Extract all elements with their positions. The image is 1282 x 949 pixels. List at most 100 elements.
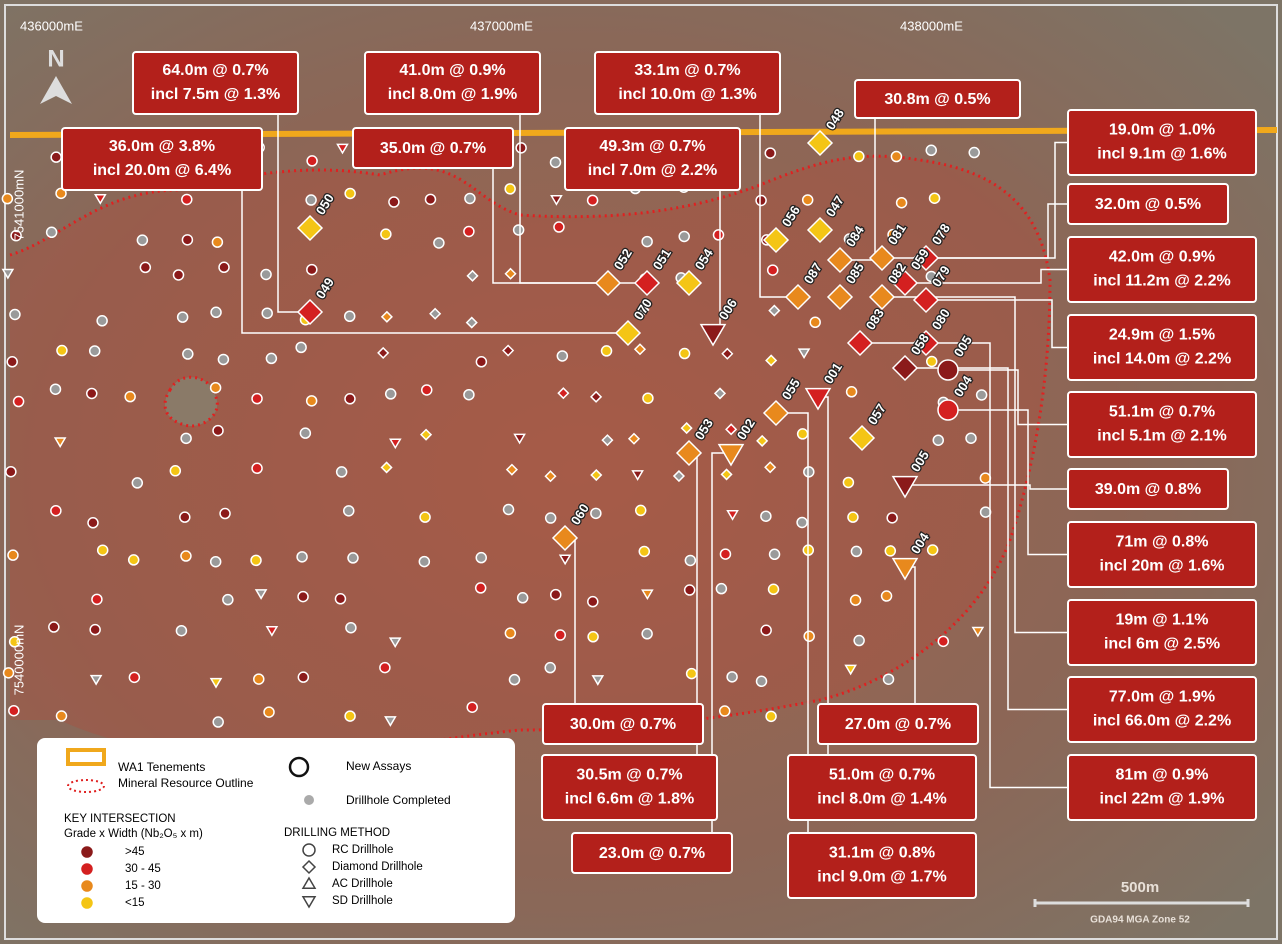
drillhole	[93, 193, 107, 205]
drillhole	[641, 589, 654, 601]
drillhole	[344, 710, 356, 722]
callout-box	[1067, 468, 1229, 510]
drillhole	[209, 555, 222, 568]
drillhole	[384, 716, 397, 727]
callout-text: incl 20m @ 1.6%	[1100, 558, 1225, 575]
callout-text: 41.0m @ 0.9%	[399, 62, 505, 79]
legend-symbol	[81, 880, 93, 892]
legend-heading: DRILLING METHOD	[284, 827, 390, 839]
legend-symbol	[66, 748, 106, 766]
drillhole	[89, 623, 101, 636]
drillhole	[389, 438, 402, 450]
drillhole	[965, 432, 977, 444]
drillhole	[803, 466, 815, 478]
drillhole	[91, 593, 103, 606]
drillhole	[890, 150, 903, 163]
drillhole	[475, 551, 487, 564]
legend-label: Mineral Resource Outline	[118, 776, 254, 790]
drillhole	[755, 194, 767, 207]
callout-text: 39.0m @ 0.8%	[1095, 481, 1201, 498]
scale-bar: 500m GDA94 MGA Zone 52	[1033, 879, 1250, 926]
drillhole	[464, 192, 476, 205]
north-arrow	[40, 76, 72, 104]
leader-line	[948, 409, 1068, 556]
drillhole	[465, 316, 478, 329]
key-hole	[675, 269, 703, 297]
callout-text: incl 10.0m @ 1.3%	[618, 86, 756, 103]
key-hole	[891, 557, 919, 581]
drillhole	[627, 432, 641, 445]
legend-symbol	[302, 843, 316, 857]
drillhole	[379, 661, 391, 674]
drillhole	[218, 261, 230, 274]
legend-label: WA1 Tenements	[118, 760, 205, 774]
drillhole	[726, 671, 738, 683]
drillhole	[590, 468, 603, 482]
key-hole	[784, 283, 812, 311]
drillhole	[809, 316, 821, 328]
drillhole	[550, 195, 563, 206]
legend-symbol	[81, 897, 93, 909]
drillhole	[265, 626, 279, 637]
key-hole	[891, 475, 919, 499]
callout-text: 19.0m @ 1.0%	[1109, 122, 1215, 139]
callout-text: 31.1m @ 0.8%	[829, 845, 935, 862]
drillhole	[634, 504, 647, 517]
leader-line	[241, 190, 628, 334]
drillhole	[210, 306, 222, 319]
legend-label: 15 - 30	[125, 880, 161, 892]
drillhole	[6, 356, 18, 368]
drillhole	[803, 630, 815, 642]
drillhole	[502, 344, 515, 357]
legend-label: >45	[125, 846, 145, 858]
legend-label: 30 - 45	[125, 863, 161, 875]
drillhole	[380, 228, 392, 240]
drillhole	[549, 156, 562, 169]
drillhole	[847, 511, 859, 523]
map-frame	[4, 4, 1278, 940]
key-hole	[891, 354, 919, 382]
key-hole	[846, 329, 874, 357]
drillhole	[96, 544, 109, 556]
drillhole	[306, 155, 318, 167]
drillhole	[637, 303, 650, 316]
drillhole	[219, 507, 231, 520]
callout-box	[787, 754, 977, 821]
drillhole	[512, 224, 525, 236]
drillhole	[179, 511, 191, 523]
drillhole	[515, 142, 527, 154]
drillhole	[975, 389, 988, 401]
drillhole	[544, 470, 557, 483]
key-hole	[551, 524, 579, 552]
drillhole	[590, 507, 602, 520]
drillhole	[344, 187, 356, 200]
drillhole	[601, 434, 614, 447]
drillhole	[505, 463, 518, 476]
drillhole	[853, 634, 865, 647]
drillhole	[796, 428, 809, 440]
drillhole	[887, 228, 899, 241]
drillhole	[587, 631, 599, 643]
drillhole	[880, 590, 893, 602]
callout-text: 35.0m @ 0.7%	[380, 140, 486, 157]
drillhole	[895, 196, 908, 209]
drillhole	[715, 582, 728, 595]
drillhole	[222, 593, 234, 606]
callout-text: 77.0m @ 1.9%	[1109, 689, 1215, 706]
drillhole	[1, 192, 14, 205]
drillhole	[344, 393, 356, 405]
drillhole	[979, 472, 992, 484]
callout-box	[1067, 391, 1257, 458]
drillhole	[55, 710, 68, 722]
drillhole	[334, 593, 347, 605]
drillhole	[466, 269, 479, 282]
drillhole	[475, 356, 488, 368]
drillhole	[586, 194, 599, 207]
drillhole	[925, 355, 938, 368]
key-hole	[296, 214, 324, 242]
drillhole	[345, 621, 357, 634]
drillholes	[1, 141, 992, 728]
drillhole	[124, 390, 136, 403]
